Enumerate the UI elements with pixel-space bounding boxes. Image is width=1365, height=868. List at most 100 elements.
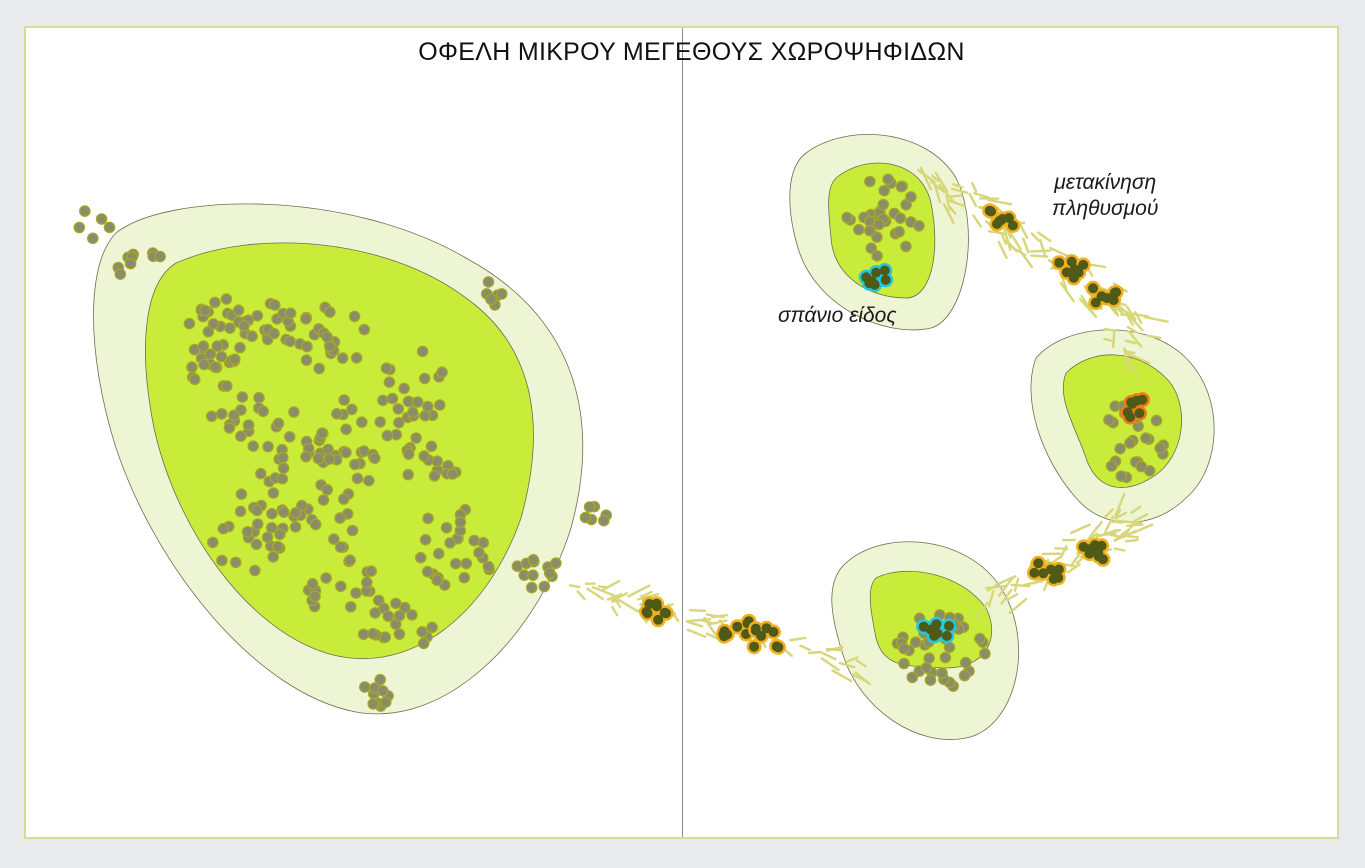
population-dot xyxy=(374,416,386,428)
corridor-stroke xyxy=(597,585,609,589)
patch-core xyxy=(1134,408,1145,419)
corridor-stroke xyxy=(949,206,957,215)
population-dot xyxy=(597,514,610,527)
population-dot xyxy=(583,501,596,513)
population-dot xyxy=(841,211,853,224)
population-dot xyxy=(368,452,381,464)
population-dot xyxy=(362,474,375,487)
population-dot xyxy=(301,340,313,353)
corridor-stroke xyxy=(1143,315,1169,323)
population-dot xyxy=(268,327,280,340)
corridor-stroke xyxy=(576,590,586,601)
corridor-stroke xyxy=(946,194,963,198)
special-patch xyxy=(1120,392,1150,425)
diagram-panel: ΟΦΕΛΗ ΜΙΚΡΟΥ ΜΕΓΕΘΟΥΣ ΧΩΡΟΨΗΦΙΔΩΝ σπάνιο… xyxy=(24,26,1339,839)
population-dot xyxy=(267,487,280,499)
population-dot xyxy=(426,621,438,634)
population-dot xyxy=(334,512,346,524)
patch-core xyxy=(1088,283,1099,294)
population-dot xyxy=(1150,414,1163,427)
patch-core xyxy=(861,272,872,283)
population-dot xyxy=(431,455,443,467)
corridor-stroke xyxy=(1125,523,1144,527)
corridor-stroke xyxy=(1124,312,1135,327)
corridor-stroke xyxy=(1019,250,1034,269)
corridor-stroke xyxy=(820,657,840,672)
corridor-stroke xyxy=(1109,520,1124,524)
population-dot xyxy=(538,580,551,593)
population-dot xyxy=(389,597,402,610)
population-dot xyxy=(959,656,972,669)
population-dot xyxy=(183,317,196,330)
population-dot xyxy=(393,416,405,429)
population-dot xyxy=(1140,432,1152,444)
patch-core xyxy=(1078,259,1089,270)
population-dot xyxy=(852,223,865,236)
rare-species-patch xyxy=(858,263,894,293)
population-dot xyxy=(485,293,497,306)
patch-core xyxy=(1066,256,1077,267)
corridor-stroke xyxy=(627,584,651,598)
corridor-stroke xyxy=(1008,597,1028,614)
corridor-patch xyxy=(1026,555,1067,587)
population-dot xyxy=(392,403,405,415)
population-dot xyxy=(209,361,222,373)
population-dot xyxy=(1154,442,1166,454)
patch-core xyxy=(651,598,662,609)
population-dot xyxy=(272,540,284,553)
corridor-stroke xyxy=(821,651,837,661)
population-dot xyxy=(272,417,285,430)
corridor-stroke xyxy=(938,183,956,205)
patch-core xyxy=(931,619,942,630)
population-dot xyxy=(186,361,198,373)
patch-core xyxy=(1038,568,1049,579)
population-dot xyxy=(979,647,991,660)
patch-core xyxy=(984,205,995,216)
patch-core xyxy=(871,267,882,278)
population-dot xyxy=(197,340,210,352)
corridor-stroke xyxy=(1030,232,1040,242)
patch-core xyxy=(1093,548,1104,559)
corridor-stroke xyxy=(985,584,1008,590)
corridor-stroke xyxy=(968,192,978,208)
corridor-stroke xyxy=(1109,304,1118,315)
population-dot xyxy=(309,590,321,603)
population-dot xyxy=(255,467,267,480)
population-dot xyxy=(1115,470,1128,482)
corridor-patch xyxy=(1076,537,1111,567)
corridor-stroke xyxy=(1037,231,1052,243)
population-dot xyxy=(289,521,302,533)
population-dot xyxy=(114,268,127,280)
population-dot xyxy=(320,572,332,584)
population-dot xyxy=(358,323,371,336)
corridor-stroke xyxy=(611,605,619,617)
population-dot xyxy=(377,394,389,407)
patch-core xyxy=(1096,291,1107,302)
patch-core xyxy=(1054,257,1065,268)
population-dot xyxy=(449,557,462,570)
corridor-stroke xyxy=(1124,339,1138,345)
population-dot xyxy=(289,506,302,519)
population-dot xyxy=(349,458,361,471)
diagram-title: ΟΦΕΛΗ ΜΙΚΡΟΥ ΜΕΓΕΘΟΥΣ ΧΩΡΟΨΗΦΙΔΩΝ xyxy=(418,38,965,66)
population-dot xyxy=(360,576,373,589)
patch-core xyxy=(1048,574,1059,584)
population-dot xyxy=(440,521,453,534)
population-dot xyxy=(249,564,261,577)
corridor-stroke xyxy=(807,650,822,655)
population-dot xyxy=(543,567,556,580)
population-dot xyxy=(223,422,236,434)
population-dot xyxy=(433,399,446,411)
patch-core xyxy=(941,630,952,641)
population-dot xyxy=(380,362,393,374)
corridor-stroke xyxy=(1078,298,1098,318)
corridor-stroke xyxy=(1114,492,1126,517)
population-dot xyxy=(230,556,242,569)
population-dot xyxy=(309,518,322,531)
patch-core xyxy=(880,274,891,285)
corridor-stroke xyxy=(586,587,605,601)
corridor-stroke xyxy=(1103,337,1115,343)
population-dot xyxy=(87,232,99,245)
corridor-stroke xyxy=(952,182,964,189)
corridor-stroke xyxy=(1039,238,1047,258)
